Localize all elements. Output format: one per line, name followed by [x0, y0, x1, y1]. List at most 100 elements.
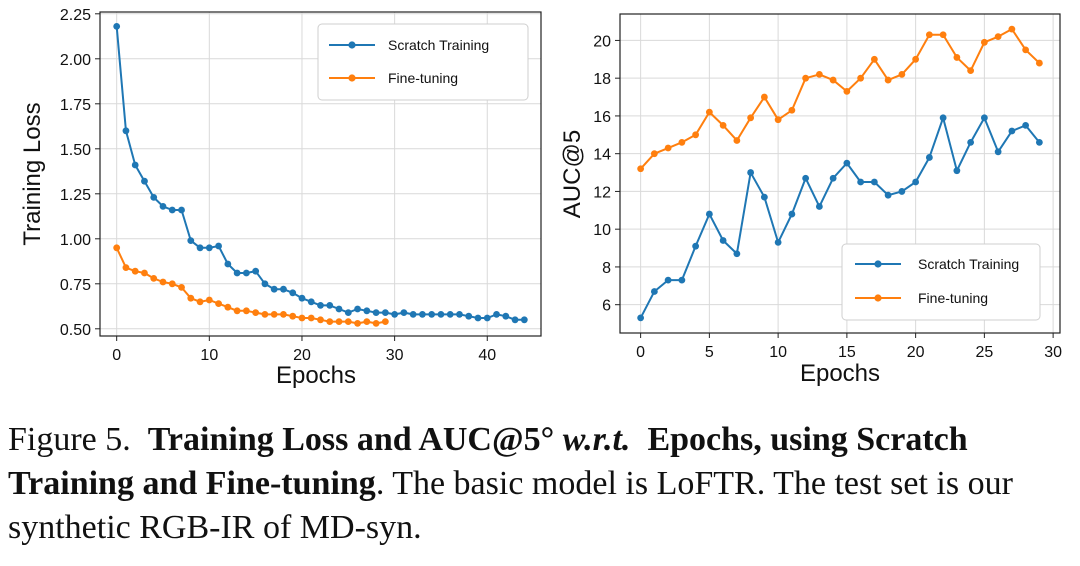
data-point-fine-tuning [205, 296, 213, 304]
data-point-fine-tuning [363, 318, 371, 325]
legend-label-finetune: Fine-tuning [918, 290, 988, 306]
data-point-scratch-training [317, 302, 324, 309]
data-point-fine-tuning [719, 121, 727, 129]
data-point-fine-tuning [280, 311, 287, 318]
data-point-scratch-training [912, 178, 920, 186]
data-point-scratch-training [788, 210, 796, 218]
data-point-scratch-training [664, 276, 672, 284]
legend-label-scratch: Scratch Training [918, 256, 1019, 272]
data-point-scratch-training [280, 285, 287, 293]
data-point-scratch-training [289, 289, 297, 297]
data-point-scratch-training [270, 285, 278, 293]
y-tick-label: 2.25 [60, 7, 91, 24]
data-point-scratch-training [1022, 121, 1030, 129]
data-point-scratch-training [252, 267, 260, 275]
data-point-scratch-training [113, 23, 121, 30]
data-point-scratch-training [1008, 127, 1016, 135]
data-point-fine-tuning [196, 298, 204, 306]
legend-marker-scratch [348, 41, 356, 49]
x-tick-label: 0 [636, 344, 645, 361]
y-tick-label: 8 [602, 260, 611, 277]
legend: Scratch Training Fine-tuning [317, 23, 529, 101]
data-point-fine-tuning [354, 320, 361, 327]
y-axis-label: AUC@5 [559, 130, 586, 218]
x-tick-label: 30 [1044, 344, 1062, 361]
caption-figure-label: Figure 5. [8, 421, 131, 458]
data-point-fine-tuning [1008, 25, 1016, 33]
data-point-scratch-training [774, 238, 782, 246]
data-point-scratch-training [760, 193, 768, 201]
y-tick-label: 1.50 [60, 142, 91, 159]
data-point-scratch-training [520, 316, 528, 324]
data-point-fine-tuning [733, 137, 741, 144]
data-point-fine-tuning [372, 320, 380, 327]
data-point-scratch-training [354, 305, 361, 313]
legend: Scratch Training Fine-tuning [841, 243, 1041, 321]
figure-caption: Figure 5. Training Loss and AUC@5° w.r.t… [8, 418, 1074, 550]
data-point-fine-tuning [760, 93, 768, 101]
data-point-scratch-training [493, 311, 500, 318]
data-point-fine-tuning [802, 74, 810, 82]
data-point-scratch-training [843, 159, 851, 167]
data-point-scratch-training [196, 244, 204, 252]
data-point-scratch-training [437, 311, 445, 318]
data-point-fine-tuning [381, 318, 389, 325]
data-point-scratch-training [326, 302, 334, 309]
plot-frame [99, 11, 542, 337]
x-tick-label: 25 [975, 344, 993, 361]
y-tick-label: 1.00 [60, 232, 91, 249]
data-point-scratch-training [925, 154, 933, 161]
data-point-scratch-training [159, 203, 167, 210]
data-point-fine-tuning [168, 280, 176, 288]
caption-bold-title: Training Loss and AUC@5 [147, 421, 541, 458]
data-point-fine-tuning [298, 314, 306, 322]
data-point-fine-tuning [650, 150, 658, 158]
data-point-fine-tuning [953, 54, 961, 61]
caption-rest: . The basic model is LoFTR. The test set… [8, 465, 1013, 546]
y-tick-label: 20 [593, 33, 611, 50]
data-point-fine-tuning [884, 76, 892, 84]
data-point-fine-tuning [289, 312, 297, 320]
series-line-fine-tuning [639, 28, 1041, 170]
x-tick-label: 5 [705, 344, 714, 361]
data-point-fine-tuning [242, 307, 250, 315]
data-point-fine-tuning [317, 316, 324, 324]
data-point-scratch-training [215, 242, 222, 250]
data-point-scratch-training [233, 269, 241, 277]
legend-marker-finetune [348, 74, 356, 82]
data-point-fine-tuning [980, 38, 988, 46]
legend-box [317, 23, 529, 101]
data-point-fine-tuning [187, 294, 195, 302]
data-point-scratch-training [939, 114, 947, 122]
data-point-scratch-training [474, 314, 482, 322]
data-point-fine-tuning [1035, 59, 1043, 67]
data-point-fine-tuning [131, 267, 139, 275]
data-point-scratch-training [224, 260, 232, 268]
data-point-fine-tuning [224, 303, 232, 311]
data-point-fine-tuning [122, 264, 130, 271]
data-point-fine-tuning [774, 116, 782, 124]
data-point-scratch-training [994, 148, 1002, 156]
data-point-scratch-training [150, 194, 158, 201]
data-point-fine-tuning [898, 71, 906, 78]
data-point-scratch-training [242, 269, 250, 277]
data-point-fine-tuning [326, 318, 334, 325]
data-point-fine-tuning [857, 74, 865, 82]
data-point-scratch-training [446, 311, 454, 318]
data-series [637, 25, 1043, 322]
data-point-scratch-training [980, 114, 988, 122]
y-tick-label: 0.50 [60, 322, 91, 339]
data-point-scratch-training [363, 307, 371, 315]
data-point-scratch-training [953, 167, 961, 175]
data-point-fine-tuning [939, 31, 947, 39]
data-point-fine-tuning [829, 76, 837, 84]
data-point-fine-tuning [870, 55, 878, 63]
data-point-fine-tuning [912, 55, 920, 63]
series-line-scratch-training [639, 116, 1041, 319]
data-point-fine-tuning [637, 165, 645, 173]
data-point-fine-tuning [815, 71, 823, 78]
data-point-scratch-training [967, 138, 975, 146]
data-point-fine-tuning [270, 311, 278, 318]
x-tick-label: 15 [838, 344, 856, 361]
